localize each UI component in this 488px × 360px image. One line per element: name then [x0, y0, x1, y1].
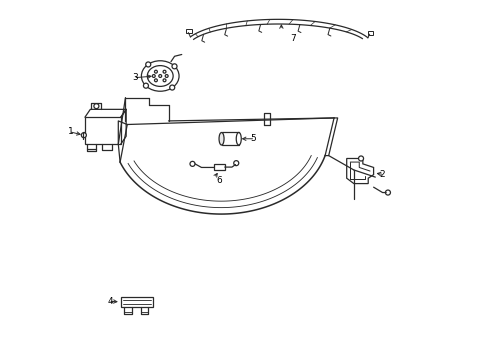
Bar [221, 132, 238, 145]
Ellipse shape [219, 132, 224, 145]
Circle shape [143, 83, 148, 88]
Ellipse shape [236, 132, 241, 145]
Circle shape [169, 85, 174, 90]
Circle shape [190, 161, 195, 166]
Text: 1: 1 [67, 127, 73, 136]
Circle shape [152, 75, 155, 77]
Bar [121, 297, 153, 307]
Circle shape [94, 104, 99, 109]
Text: 3: 3 [132, 73, 138, 82]
Bar [367, 31, 372, 35]
Circle shape [385, 190, 389, 195]
Text: 6: 6 [216, 176, 222, 185]
Circle shape [154, 79, 157, 82]
Circle shape [165, 75, 168, 77]
Text: 2: 2 [379, 170, 385, 179]
Circle shape [358, 156, 363, 161]
Text: 4: 4 [107, 297, 113, 306]
Circle shape [233, 161, 238, 166]
Bar [85, 117, 121, 144]
Ellipse shape [141, 61, 179, 91]
Circle shape [154, 70, 157, 73]
Bar [185, 29, 191, 33]
Circle shape [172, 64, 177, 69]
Ellipse shape [147, 66, 173, 86]
Polygon shape [346, 158, 373, 184]
Circle shape [163, 79, 165, 82]
Bar [214, 164, 224, 170]
Text: 7: 7 [289, 34, 295, 43]
Circle shape [163, 70, 165, 73]
Circle shape [159, 75, 162, 77]
Text: 5: 5 [250, 134, 256, 143]
Circle shape [145, 62, 150, 67]
Circle shape [81, 133, 86, 138]
